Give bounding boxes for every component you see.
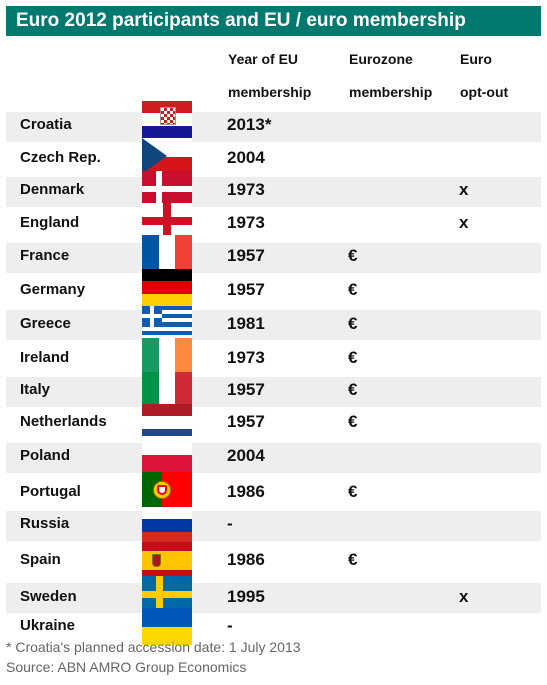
country-name: Portugal: [20, 483, 81, 500]
eu-year: 1957: [227, 412, 265, 431]
eu-year: 1986: [227, 550, 265, 569]
country-name: Denmark: [20, 181, 85, 198]
row-band: [6, 243, 541, 273]
portugal-flag-icon: [142, 472, 192, 509]
eu-year: 1995: [227, 587, 265, 606]
year-header-line1: Year of EU: [228, 51, 299, 67]
source-note: Source: ABN AMRO Group Economics: [6, 659, 247, 675]
eurozone-mark: €: [348, 314, 358, 333]
country-name: Ireland: [20, 349, 70, 366]
optout-header-line1: Euro: [460, 51, 492, 67]
row-band: [6, 310, 541, 340]
ukraine-flag-icon: [142, 608, 192, 645]
eu-year: 1981: [227, 314, 265, 333]
eurozone-mark: €: [348, 412, 358, 431]
country-name: Croatia: [20, 116, 72, 133]
russia-flag-icon: [142, 507, 192, 544]
poland-flag-icon: [142, 436, 192, 473]
croatia-flag-icon: [142, 101, 192, 138]
france-flag-icon: [142, 235, 192, 272]
germany-flag-icon: [142, 269, 192, 306]
eurozone-mark: €: [348, 482, 358, 501]
eu-year: -: [227, 514, 233, 533]
eurozone-mark: €: [348, 550, 358, 569]
country-name: Italy: [20, 381, 51, 398]
year-header-line2: membership: [228, 84, 312, 100]
czech-flag-icon: [142, 138, 192, 175]
page-title: Euro 2012 participants and EU / euro mem…: [6, 6, 541, 36]
optout-mark: x: [459, 213, 469, 232]
eurozone-mark: €: [348, 380, 358, 399]
row-band: [6, 112, 541, 142]
eu-year: 1973: [227, 180, 265, 199]
country-name: Poland: [20, 447, 71, 464]
england-flag-icon: [142, 203, 192, 240]
row-band: [6, 583, 541, 613]
footnote: * Croatia's planned accession date: 1 Ju…: [6, 639, 301, 655]
ireland-flag-icon: [142, 338, 192, 375]
spain-flag-icon: [142, 542, 192, 579]
eu-year: 1986: [227, 482, 265, 501]
eurozone-header-line2: membership: [349, 84, 433, 100]
country-name: Spain: [20, 551, 61, 568]
country-name: Russia: [20, 515, 70, 532]
eu-year: 2004: [227, 446, 265, 465]
eu-year: 2004: [227, 148, 265, 167]
country-name: England: [20, 214, 80, 231]
eu-year: 2013*: [227, 115, 272, 134]
eurozone-mark: €: [348, 348, 358, 367]
country-name: France: [20, 247, 70, 264]
eu-year: 1957: [227, 380, 265, 399]
row-band: [6, 377, 541, 407]
eu-year: 1973: [227, 213, 265, 232]
eurozone-mark: €: [348, 280, 358, 299]
eu-year: 1973: [227, 348, 265, 367]
eurozone-header-line1: Eurozone: [349, 51, 413, 67]
optout-mark: x: [459, 587, 469, 606]
sweden-flag-icon: [142, 576, 192, 613]
row-band: [6, 511, 541, 541]
country-name: Ukraine: [20, 617, 76, 634]
eu-year: -: [227, 616, 233, 635]
country-name: Czech Rep.: [20, 149, 101, 166]
eu-year: 1957: [227, 246, 265, 265]
country-name: Germany: [20, 281, 86, 298]
country-name: Sweden: [20, 588, 77, 605]
denmark-flag-icon: [142, 171, 192, 208]
optout-mark: x: [459, 180, 469, 199]
row-band: [6, 177, 541, 207]
country-name: Netherlands: [20, 413, 107, 430]
italy-flag-icon: [142, 372, 192, 409]
eu-year: 1957: [227, 280, 265, 299]
country-name: Greece: [20, 315, 71, 332]
optout-header-line2: opt-out: [460, 84, 509, 100]
eurozone-mark: €: [348, 246, 358, 265]
row-band: [6, 443, 541, 473]
